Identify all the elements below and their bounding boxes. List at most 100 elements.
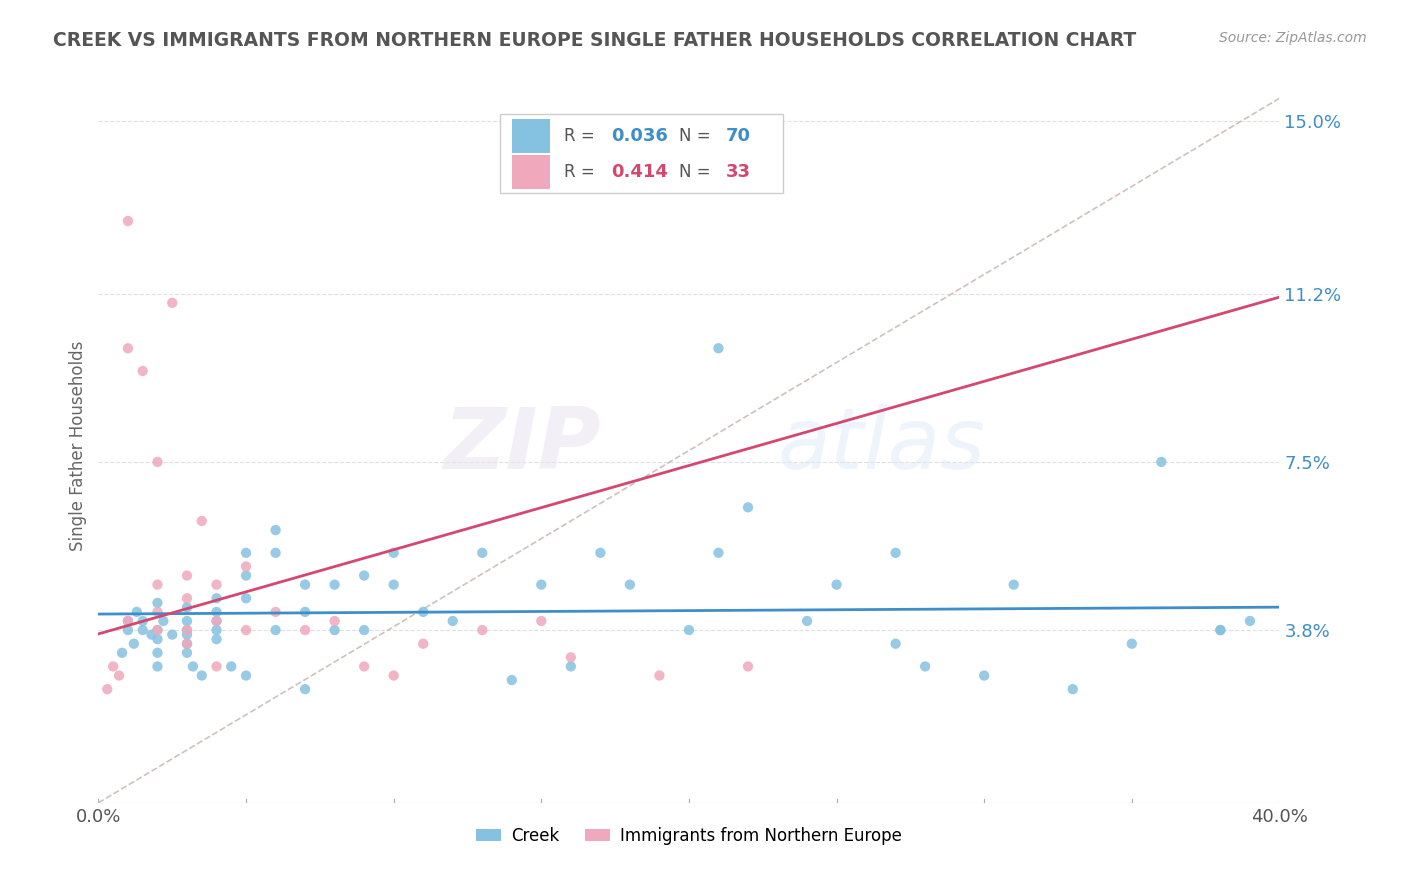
Point (264, 546, 287, 560)
Point (205, 632, 228, 647)
Point (412, 605, 434, 619)
Point (264, 523, 287, 537)
Point (191, 514, 214, 528)
Point (132, 614, 155, 628)
Point (191, 668, 214, 682)
Point (235, 568, 257, 582)
Point (117, 623, 139, 637)
Point (235, 559, 257, 574)
Point (560, 650, 582, 665)
Point (294, 682, 316, 697)
Point (146, 577, 169, 591)
FancyBboxPatch shape (501, 114, 783, 193)
Point (152, 614, 174, 628)
Bar (512, 119, 550, 153)
Point (323, 623, 346, 637)
Point (412, 637, 434, 651)
Point (117, 614, 139, 628)
Point (205, 591, 228, 606)
Legend: Creek, Immigrants from Northern Europe: Creek, Immigrants from Northern Europe (470, 821, 908, 852)
Point (176, 623, 198, 637)
Text: 0.414: 0.414 (612, 163, 668, 181)
Point (103, 659, 125, 673)
Point (678, 623, 700, 637)
Point (146, 623, 169, 637)
Point (176, 623, 198, 637)
Point (1209, 623, 1232, 637)
Point (205, 659, 228, 673)
Point (1239, 614, 1261, 628)
Point (648, 668, 671, 682)
Point (353, 623, 375, 637)
Point (205, 577, 228, 591)
Point (737, 500, 759, 515)
Point (176, 627, 198, 641)
Text: ZIP: ZIP (443, 404, 600, 488)
Point (205, 614, 228, 628)
Point (117, 341, 139, 355)
Point (619, 577, 641, 591)
Point (530, 577, 553, 591)
Point (235, 623, 257, 637)
Point (176, 646, 198, 660)
Point (382, 577, 405, 591)
Text: CREEK VS IMMIGRANTS FROM NORTHERN EUROPE SINGLE FATHER HOUSEHOLDS CORRELATION CH: CREEK VS IMMIGRANTS FROM NORTHERN EUROPE… (53, 31, 1136, 50)
Point (122, 637, 145, 651)
Point (176, 591, 198, 606)
Text: N =: N = (679, 128, 717, 145)
Point (176, 637, 198, 651)
Point (176, 568, 198, 582)
Point (323, 614, 346, 628)
Point (146, 605, 169, 619)
Point (205, 623, 228, 637)
Point (707, 341, 730, 355)
Point (125, 605, 148, 619)
Point (117, 614, 139, 628)
Point (205, 614, 228, 628)
Text: R =: R = (564, 128, 600, 145)
Point (162, 627, 183, 641)
Text: N =: N = (679, 163, 717, 181)
Point (560, 659, 582, 673)
Point (884, 637, 907, 651)
Point (96, 682, 118, 697)
Point (501, 673, 523, 687)
Point (323, 577, 346, 591)
Point (141, 627, 163, 641)
Point (146, 659, 169, 673)
Point (146, 646, 169, 660)
Point (264, 605, 287, 619)
Point (235, 591, 257, 606)
Point (162, 295, 183, 310)
Point (382, 546, 405, 560)
Text: R =: R = (564, 163, 600, 181)
Point (235, 546, 257, 560)
Point (111, 646, 134, 660)
Point (530, 614, 553, 628)
Point (235, 668, 257, 682)
Point (884, 546, 907, 560)
Point (221, 659, 243, 673)
Point (146, 632, 169, 647)
Point (471, 623, 494, 637)
Point (1121, 637, 1143, 651)
Point (205, 605, 228, 619)
Point (176, 614, 198, 628)
Text: 0.036: 0.036 (612, 128, 668, 145)
Point (796, 614, 818, 628)
Bar (512, 155, 550, 189)
Point (471, 546, 494, 560)
Point (294, 623, 316, 637)
Point (1002, 577, 1025, 591)
Point (914, 659, 936, 673)
Point (146, 623, 169, 637)
Point (441, 614, 464, 628)
Point (1150, 455, 1173, 469)
Point (146, 596, 169, 610)
Point (108, 668, 131, 682)
Point (117, 214, 139, 228)
Point (294, 577, 316, 591)
Text: 33: 33 (725, 163, 751, 181)
Point (825, 577, 848, 591)
Point (264, 623, 287, 637)
